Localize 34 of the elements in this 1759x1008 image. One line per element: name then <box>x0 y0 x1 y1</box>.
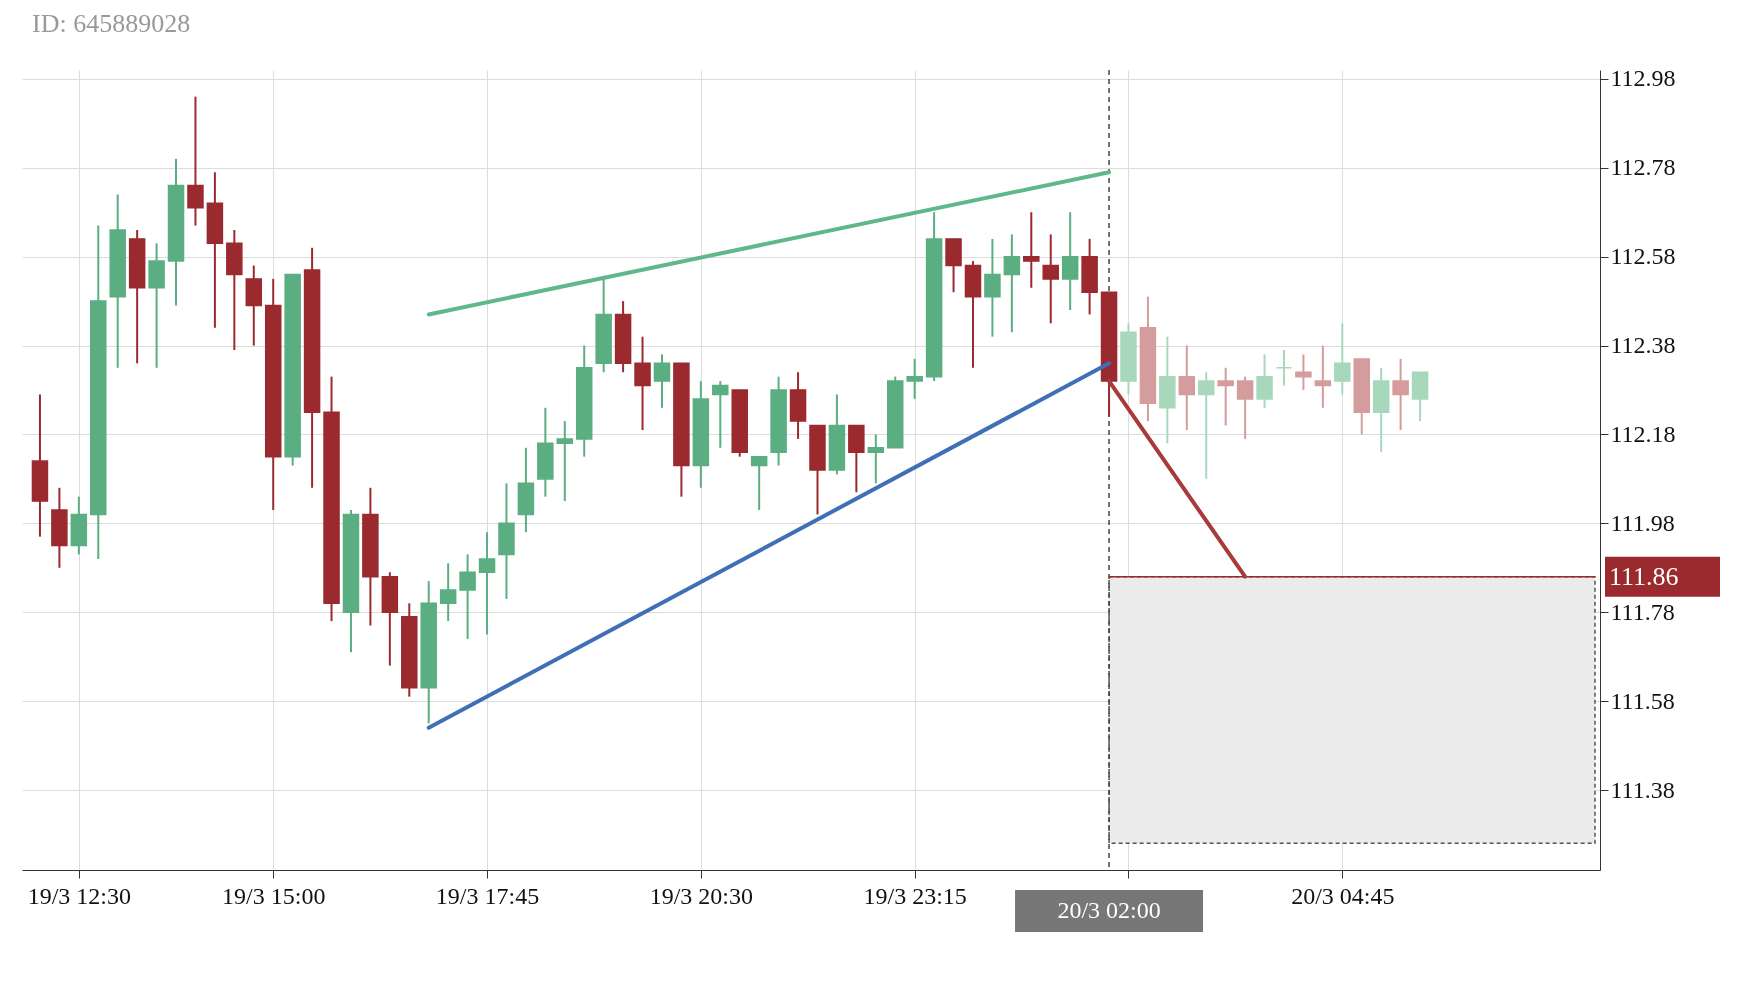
y-tick-label: 112.38 <box>1610 332 1676 359</box>
candlestick <box>478 531 496 636</box>
y-tick-label: 112.58 <box>1610 243 1676 270</box>
y-tick-label: 112.98 <box>1610 65 1676 92</box>
y-tick-label: 111.78 <box>1610 598 1675 625</box>
candlestick <box>1042 233 1059 325</box>
ref-line-label: 111.86 <box>1609 561 1679 591</box>
candlestick <box>867 433 885 485</box>
candlestick <box>906 357 923 400</box>
candlestick <box>1003 233 1021 334</box>
candlestick <box>712 380 729 449</box>
x-tick-label: 19/3 15:00 <box>222 882 326 909</box>
x-tick-label: 19/3 20:30 <box>649 882 754 909</box>
candlestick <box>653 353 671 409</box>
y-tick-label: 112.18 <box>1610 420 1676 447</box>
candlestick <box>984 237 1001 338</box>
candlestick <box>556 420 574 503</box>
y-tick-label: 112.78 <box>1610 154 1676 181</box>
candlestick <box>187 95 204 227</box>
text: ID: 645889028 <box>32 8 191 38</box>
y-tick-label: 111.38 <box>1610 776 1675 803</box>
candlestick <box>634 335 651 431</box>
y-tick-label: 111.58 <box>1610 687 1675 714</box>
x-tick-label: 19/3 17:45 <box>435 882 540 909</box>
candlestick <box>1023 211 1040 289</box>
candlestick <box>459 553 476 640</box>
x-tick-label: 20/3 04:45 <box>1291 882 1395 909</box>
x-tick-label: 19/3 12:30 <box>27 882 132 909</box>
ref-line-label: 20/3 02:00 <box>1057 897 1161 923</box>
candlestick <box>750 455 768 511</box>
y-tick-label: 111.98 <box>1610 509 1675 536</box>
candlestick <box>1061 211 1079 311</box>
candlestick <box>439 562 457 623</box>
x-tick-label: 19/3 23:15 <box>863 882 967 909</box>
